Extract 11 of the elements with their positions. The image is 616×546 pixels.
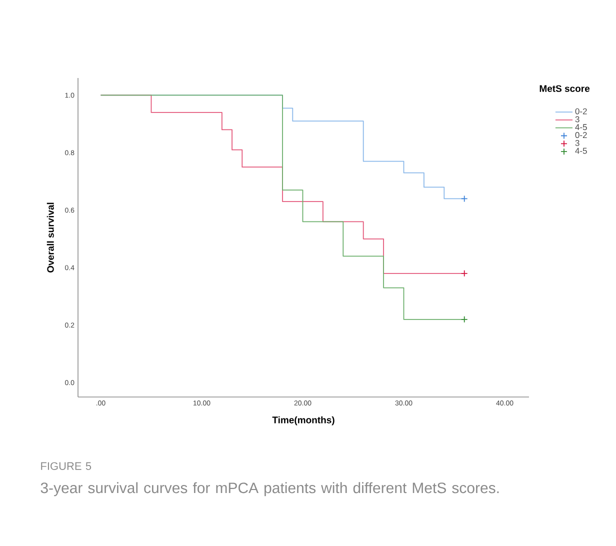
x-axis-title: Time(months)	[272, 416, 334, 426]
caption: FIGURE 5	[41, 462, 92, 470]
legend-label: 0-2	[575, 108, 587, 114]
text: 3-year survival curves for mPCA patients with different MetS scores.	[40, 482, 499, 496]
legend-label: 4-5	[575, 148, 587, 154]
y-axis-title: Overall survival	[46, 202, 54, 272]
legend-label: 4-5	[575, 124, 587, 130]
legend-title: MetS score	[540, 85, 590, 92]
legend-label: 3	[575, 116, 580, 122]
legend-label: 3	[575, 140, 580, 146]
legend-label: 0-2	[575, 132, 587, 138]
